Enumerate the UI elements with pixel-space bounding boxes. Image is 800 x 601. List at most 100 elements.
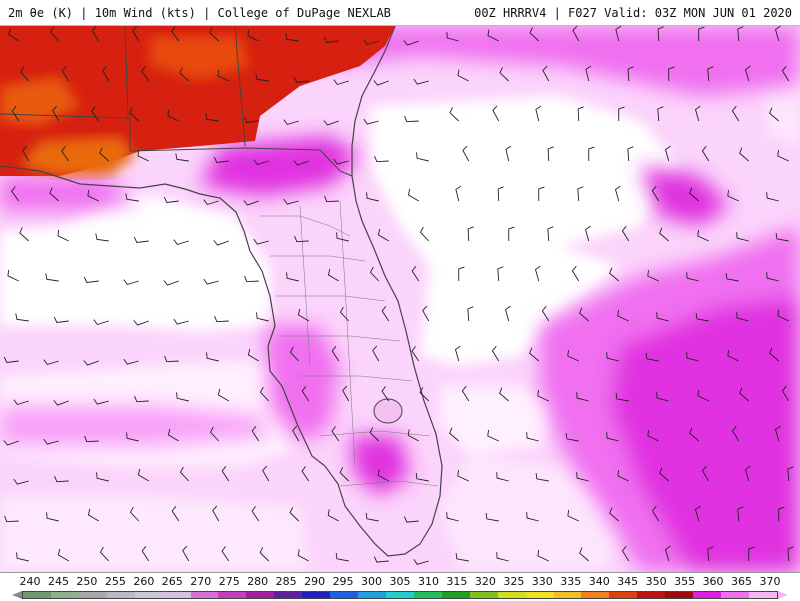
wind-barb xyxy=(492,105,500,122)
wind-barb xyxy=(285,33,299,42)
state-boundary xyxy=(234,26,246,147)
wind-barb xyxy=(205,113,219,122)
wind-barb xyxy=(373,80,389,86)
wind-barb xyxy=(327,509,339,522)
wind-barb xyxy=(50,26,60,42)
wind-barb xyxy=(455,185,462,202)
wind-barb xyxy=(96,472,109,482)
wind-barb xyxy=(446,31,459,42)
legend-tick-270: 270 xyxy=(190,575,212,588)
wind-barb xyxy=(141,66,150,82)
wind-barb xyxy=(609,267,620,282)
wind-barb xyxy=(701,465,710,482)
wind-barb xyxy=(292,425,300,442)
wind-barb xyxy=(727,349,739,362)
wind-barb xyxy=(505,145,512,162)
wind-barb xyxy=(422,305,430,322)
wind-barb xyxy=(15,313,29,322)
wind-barb xyxy=(689,427,700,442)
wind-barb xyxy=(83,276,99,283)
weather-map xyxy=(0,26,800,572)
wind-barb xyxy=(133,320,149,326)
wind-barb xyxy=(467,306,474,322)
legend-swatch xyxy=(469,592,498,598)
wind-barb xyxy=(203,199,219,206)
legend-tick-365: 365 xyxy=(731,575,753,588)
wind-barb xyxy=(333,158,349,165)
wind-barb xyxy=(61,146,70,162)
wind-barb xyxy=(579,547,590,562)
legend-swatch xyxy=(665,592,694,598)
wind-barb xyxy=(645,352,659,362)
wind-barb xyxy=(404,115,419,123)
wind-barb xyxy=(323,36,339,43)
wind-barb xyxy=(102,65,110,82)
wind-barb xyxy=(571,265,580,282)
wind-barb xyxy=(467,226,474,242)
wind-barb xyxy=(61,65,70,82)
wind-barb xyxy=(91,26,100,42)
wind-barb xyxy=(535,472,549,482)
wind-barb xyxy=(496,552,509,562)
wind-barb xyxy=(179,466,190,482)
wind-barb xyxy=(173,239,189,246)
legend-tick-285: 285 xyxy=(275,575,297,588)
wind-barb xyxy=(217,388,229,402)
legend-swatch xyxy=(609,592,638,598)
wind-barb xyxy=(416,152,429,162)
wind-barb xyxy=(7,269,19,282)
legend-tick-260: 260 xyxy=(133,575,155,588)
wind-barb xyxy=(373,556,389,563)
wind-barb xyxy=(171,506,180,522)
wind-barb xyxy=(651,505,660,522)
wind-barb xyxy=(125,193,139,202)
wind-barb xyxy=(727,189,739,202)
wind-barb xyxy=(775,232,789,242)
wind-barb xyxy=(577,106,584,122)
wind-barb xyxy=(43,438,59,445)
wind-barb xyxy=(3,356,19,363)
wind-barb xyxy=(126,432,139,442)
wind-barb xyxy=(209,27,220,42)
legend-low-arrow xyxy=(12,591,22,599)
wind-barb xyxy=(659,227,670,242)
wind-barb xyxy=(446,512,459,522)
legend-swatch xyxy=(385,592,414,598)
wind-barb xyxy=(93,319,109,326)
wind-barb xyxy=(377,469,389,482)
wind-barb xyxy=(167,428,179,442)
wind-barb xyxy=(697,229,709,242)
wind-barb xyxy=(132,26,140,42)
wind-barb xyxy=(49,187,60,202)
wind-barb xyxy=(182,545,190,562)
wind-barb xyxy=(778,506,785,522)
wind-barb xyxy=(83,360,99,366)
wind-barb xyxy=(20,66,30,82)
wind-barb xyxy=(609,507,620,522)
wind-barb xyxy=(43,359,59,366)
wind-barb xyxy=(744,465,751,482)
wind-barb xyxy=(324,195,339,203)
wind-barb xyxy=(449,427,460,442)
wind-barb xyxy=(163,196,179,203)
legend-swatch xyxy=(330,592,359,598)
wind-barb xyxy=(462,145,470,162)
wind-barb xyxy=(294,235,309,243)
wind-barb xyxy=(163,280,179,286)
legend-tick-350: 350 xyxy=(645,575,667,588)
wind-barb xyxy=(707,546,714,562)
wind-barb xyxy=(659,467,670,482)
legend-swatch xyxy=(413,592,442,598)
wind-barb xyxy=(664,145,671,162)
wind-barb xyxy=(251,426,260,442)
wind-barb xyxy=(737,26,744,42)
legend-swatch xyxy=(693,592,722,598)
legend-swatch xyxy=(106,592,135,598)
wind-barb xyxy=(701,145,710,162)
wind-barb xyxy=(449,107,460,122)
wind-barb xyxy=(499,387,510,402)
wind-barb xyxy=(541,305,550,322)
wind-barb xyxy=(244,275,259,283)
legend-tick-360: 360 xyxy=(702,575,724,588)
wind-barb xyxy=(137,149,149,162)
